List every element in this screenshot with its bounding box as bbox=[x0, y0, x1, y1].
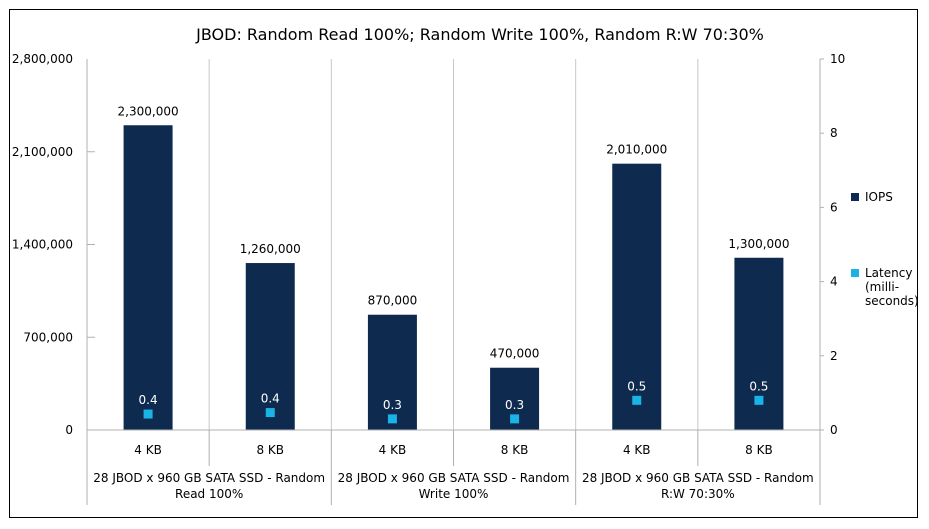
iops-bar bbox=[123, 125, 173, 430]
y-right-tick-label: 6 bbox=[830, 200, 838, 214]
latency-marker bbox=[632, 395, 642, 405]
x-group-label: R:W 70:30% bbox=[661, 487, 735, 501]
legend-swatch-latency bbox=[851, 269, 859, 277]
legend-label-latency: Latency bbox=[865, 266, 912, 280]
x-group-label: 28 JBOD x 960 GB SATA SSD - Random bbox=[338, 471, 570, 485]
latency-marker bbox=[754, 395, 764, 405]
y-left-tick-label: 2,100,000 bbox=[12, 145, 73, 159]
latency-data-label: 0.4 bbox=[139, 393, 158, 407]
iops-data-label: 870,000 bbox=[368, 294, 418, 308]
x-group-label: 28 JBOD x 960 GB SATA SSD - Random bbox=[582, 471, 814, 485]
y-right-tick-label: 4 bbox=[830, 275, 838, 289]
markers-layer bbox=[143, 395, 764, 424]
y-left-tick-label: 2,800,000 bbox=[12, 52, 73, 66]
y-right-tick-label: 0 bbox=[830, 423, 838, 437]
legend-layer: IOPS Latency(milli-seconds) bbox=[851, 190, 919, 308]
y-left-tick-label: 0 bbox=[65, 423, 73, 437]
x-group-label: Read 100% bbox=[175, 487, 243, 501]
x-category-label: 4 KB bbox=[134, 443, 162, 457]
iops-data-label: 2,010,000 bbox=[606, 143, 667, 157]
x-group-label: 28 JBOD x 960 GB SATA SSD - Random bbox=[93, 471, 325, 485]
iops-bar bbox=[612, 163, 662, 431]
latency-data-label: 0.5 bbox=[749, 379, 768, 393]
legend-label-latency: (milli- bbox=[865, 280, 899, 294]
latency-data-label: 0.4 bbox=[261, 392, 280, 406]
grid-layer bbox=[87, 59, 699, 430]
x-category-label: 4 KB bbox=[379, 443, 407, 457]
chart-frame: JBOD: Random Read 100%; Random Write 100… bbox=[9, 9, 919, 518]
labels-layer: 2,300,000 1,260,000 870,000 470,000 2,010,00… bbox=[118, 104, 790, 412]
iops-data-label: 2,300,000 bbox=[118, 104, 179, 118]
chart-svg: JBOD: Random Read 100%; Random Write 100… bbox=[12, 25, 919, 505]
y-left-tick-label: 1,400,000 bbox=[12, 238, 73, 252]
latency-marker bbox=[510, 414, 520, 424]
latency-data-label: 0.3 bbox=[383, 398, 402, 412]
y-left-tick-label: 700,000 bbox=[23, 330, 73, 344]
legend-label-iops: IOPS bbox=[865, 190, 893, 204]
axis-layer: 0 700,000 1,400,000 2,100,000 2,800,000 0 2 4 6 8… bbox=[12, 52, 845, 505]
latency-marker bbox=[143, 409, 153, 419]
latency-data-label: 0.5 bbox=[627, 379, 646, 393]
x-category-label: 8 KB bbox=[256, 443, 284, 457]
latency-data-label: 0.3 bbox=[505, 398, 524, 412]
chart-title: JBOD: Random Read 100%; Random Write 100… bbox=[195, 25, 764, 44]
latency-marker bbox=[265, 408, 275, 418]
iops-bar bbox=[245, 263, 295, 430]
latency-marker bbox=[387, 414, 397, 424]
iops-data-label: 1,260,000 bbox=[240, 242, 301, 256]
x-category-label: 8 KB bbox=[745, 443, 773, 457]
x-category-label: 8 KB bbox=[501, 443, 529, 457]
y-right-tick-label: 2 bbox=[830, 349, 838, 363]
legend-swatch-iops bbox=[851, 193, 859, 201]
bars-layer bbox=[123, 125, 784, 431]
iops-bar bbox=[367, 314, 417, 430]
legend-label-latency: seconds) bbox=[865, 294, 919, 308]
iops-data-label: 470,000 bbox=[490, 347, 540, 361]
x-category-label: 4 KB bbox=[623, 443, 651, 457]
x-group-label: Write 100% bbox=[419, 487, 489, 501]
y-right-tick-label: 10 bbox=[830, 52, 845, 66]
iops-data-label: 1,300,000 bbox=[728, 237, 789, 251]
y-right-tick-label: 8 bbox=[830, 126, 838, 140]
